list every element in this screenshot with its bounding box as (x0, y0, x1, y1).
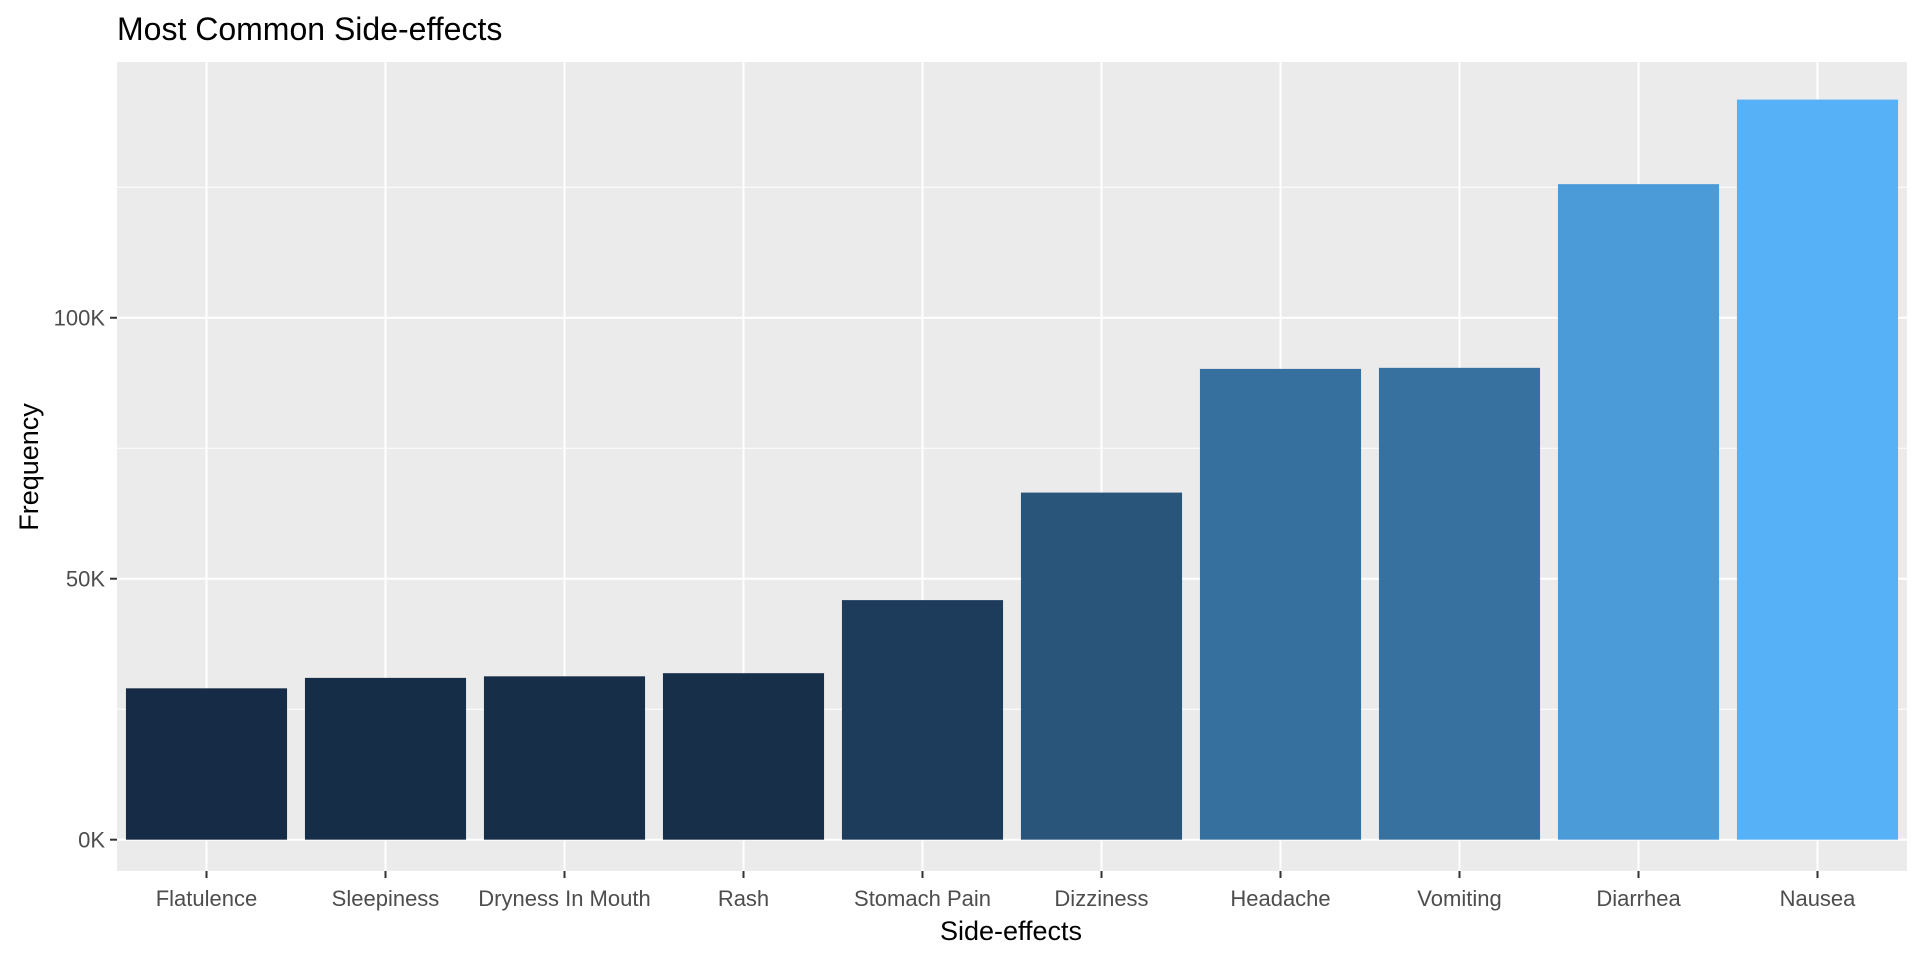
y-tick-label: 0K (78, 828, 105, 853)
bar-flatulence (125, 688, 288, 840)
bar-dizziness (1020, 492, 1183, 840)
bar-headache (1199, 368, 1362, 840)
y-tick-label: 100K (54, 306, 106, 331)
bar-stomach-pain (841, 600, 1004, 840)
x-tick-label: Headache (1230, 886, 1330, 911)
bar-dryness-in-mouth (483, 676, 646, 840)
bar-diarrhea (1557, 184, 1720, 840)
bars (125, 99, 1899, 840)
x-tick-label: Stomach Pain (854, 886, 991, 911)
x-tick-label: Sleepiness (332, 886, 440, 911)
x-tick-label: Diarrhea (1596, 886, 1681, 911)
x-tick-label: Rash (718, 886, 769, 911)
x-tick-label: Nausea (1780, 886, 1857, 911)
x-tick-label: Dizziness (1054, 886, 1148, 911)
x-tick-label: Vomiting (1417, 886, 1501, 911)
bar-sleepiness (304, 677, 467, 840)
x-tick-label: Dryness In Mouth (478, 886, 650, 911)
bar-rash (662, 673, 825, 840)
x-tick-label: Flatulence (156, 886, 258, 911)
bar-nausea (1736, 99, 1899, 840)
chart-title: Most Common Side-effects (117, 11, 502, 47)
bar-vomiting (1378, 367, 1541, 840)
y-tick-label: 50K (66, 567, 105, 592)
y-axis-title: Frequency (14, 403, 44, 531)
x-axis-title: Side-effects (940, 916, 1082, 946)
axes: 0K 50K 100K Flatulence Sleepiness Dryness In … (54, 306, 1857, 911)
